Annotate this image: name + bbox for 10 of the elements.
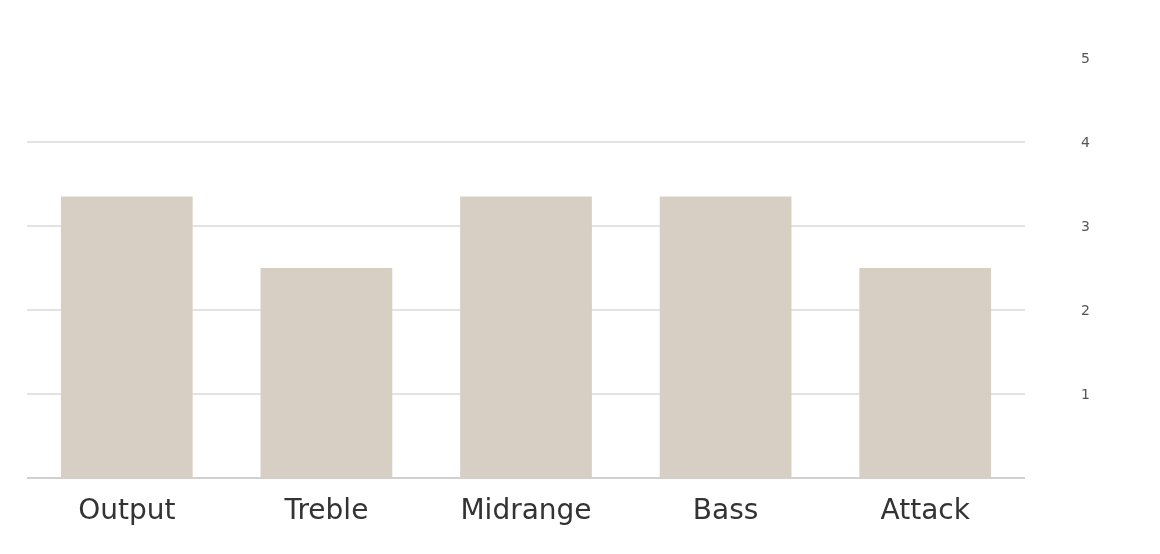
y-tick-label: 5 — [1081, 49, 1090, 66]
x-tick-label: Midrange — [460, 493, 592, 526]
y-tick-label: 3 — [1081, 217, 1090, 234]
y-tick-label: 2 — [1081, 301, 1090, 318]
y-tick-label: 1 — [1081, 385, 1090, 402]
x-tick-label: Treble — [283, 493, 369, 526]
x-tick-label: Bass — [692, 493, 759, 526]
y-tick-label: 4 — [1081, 133, 1090, 150]
x-tick-label: Attack — [880, 493, 971, 526]
x-tick-label: Output — [78, 493, 176, 526]
